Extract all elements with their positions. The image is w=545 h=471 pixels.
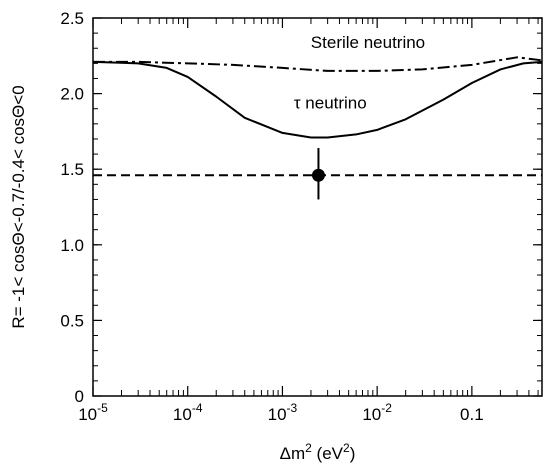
x-tick-label: 10-5	[78, 401, 108, 424]
data-point-group	[311, 148, 325, 200]
x-axis-label-sup2: 2	[343, 441, 350, 455]
y-tick-label: 2.0	[60, 85, 84, 104]
y-tick-label: 1.0	[60, 236, 84, 255]
tick-labels: 0 0.5 1.0 1.5 2.0 2.5 10-5 10-4 10-3 10-2 0.1	[60, 9, 483, 424]
x-axis-label-sup1: 2	[305, 441, 312, 455]
x-axis-label-mid: (eV	[312, 444, 344, 463]
x-tick-label: 0.1	[460, 405, 484, 424]
y-tick-label: 0	[75, 387, 84, 406]
plot-frame	[92, 17, 543, 397]
x-axis-label: Δm2 (eV2)	[280, 441, 356, 463]
curve-label: τ neutrino	[294, 94, 367, 113]
curve-label: Sterile neutrino	[311, 33, 425, 52]
x-axis-label-main: Δm	[280, 444, 306, 463]
tau-neutrino-line	[92, 60, 543, 139]
y-tick-label: 0.5	[60, 311, 84, 330]
x-tick-label: 10-4	[173, 401, 203, 424]
data-point	[311, 168, 325, 182]
y-axis-label: R= -1< cosΘ<-0.7/-0.4< cosΘ<0	[9, 85, 28, 328]
sterile-neutrino-line	[93, 56, 543, 72]
tick-marks	[92, 17, 542, 397]
x-tick-label: 10-2	[362, 401, 392, 424]
x-axis-label-end: )	[350, 444, 356, 463]
y-tick-label: 2.5	[60, 9, 84, 28]
x-tick-label: 10-3	[268, 401, 298, 424]
annotations: Sterile neutrino τ neutrino	[294, 33, 425, 112]
y-tick-label: 1.5	[60, 160, 84, 179]
